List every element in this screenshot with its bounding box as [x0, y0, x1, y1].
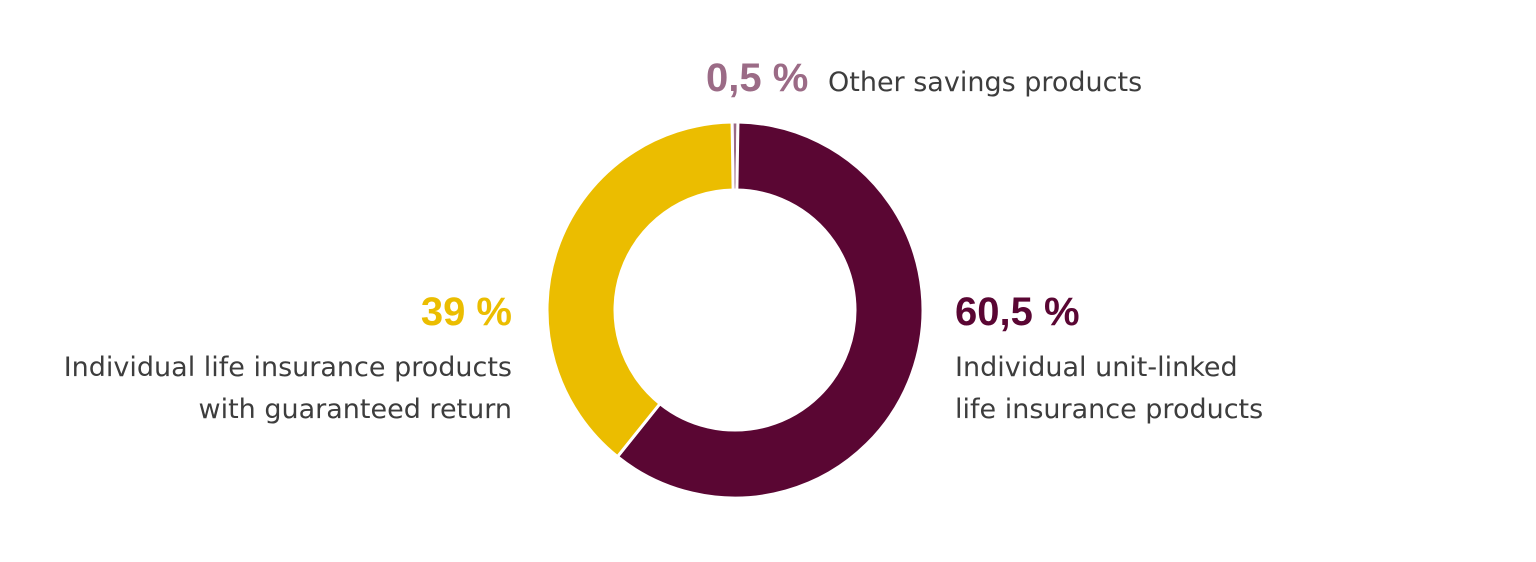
slice-unit-linked — [615, 120, 925, 500]
slice-guaranteed — [545, 120, 735, 459]
slice-guaranteed-percent: 39 % — [420, 290, 512, 334]
slice-guaranteed-label-line1: Individual life insurance products — [63, 352, 512, 383]
slice-unit-linked-percent: 60,5 % — [955, 290, 1080, 334]
slice-other-label: Other savings products — [828, 67, 1143, 98]
slice-unit-linked-label-line1: Individual unit-linked — [955, 352, 1238, 383]
slice-other-percent: 0,5 % — [706, 56, 809, 100]
slice-unit-linked-label-line2: life insurance products — [955, 394, 1264, 425]
slice-guaranteed-label-line2: with guaranteed return — [198, 394, 512, 425]
